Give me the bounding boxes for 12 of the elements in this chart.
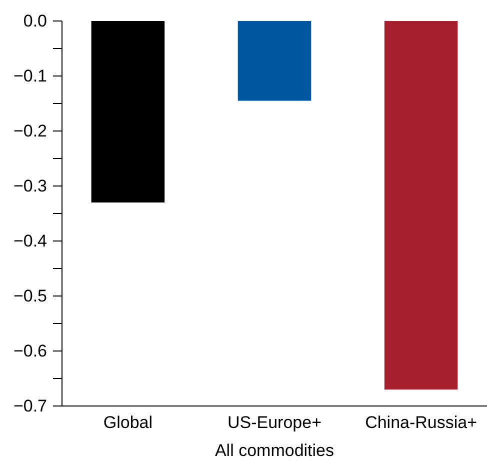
x-tick-label: US-Europe+ xyxy=(227,413,322,432)
y-tick-label: 0.0 xyxy=(23,11,47,30)
x-tick-label: China-Russia+ xyxy=(365,413,478,432)
y-tick-label: −0.6 xyxy=(13,341,47,360)
y-tick-label: −0.2 xyxy=(13,121,47,140)
y-tick-label: −0.3 xyxy=(13,176,47,196)
y-tick-label: −0.4 xyxy=(13,231,47,250)
x-axis-title: All commodities xyxy=(214,441,334,460)
y-tick-label: −0.1 xyxy=(13,66,47,86)
x-tick-label: Global xyxy=(103,413,153,432)
y-tick-label: −0.5 xyxy=(13,286,47,306)
y-tick-label: −0.7 xyxy=(13,396,47,416)
